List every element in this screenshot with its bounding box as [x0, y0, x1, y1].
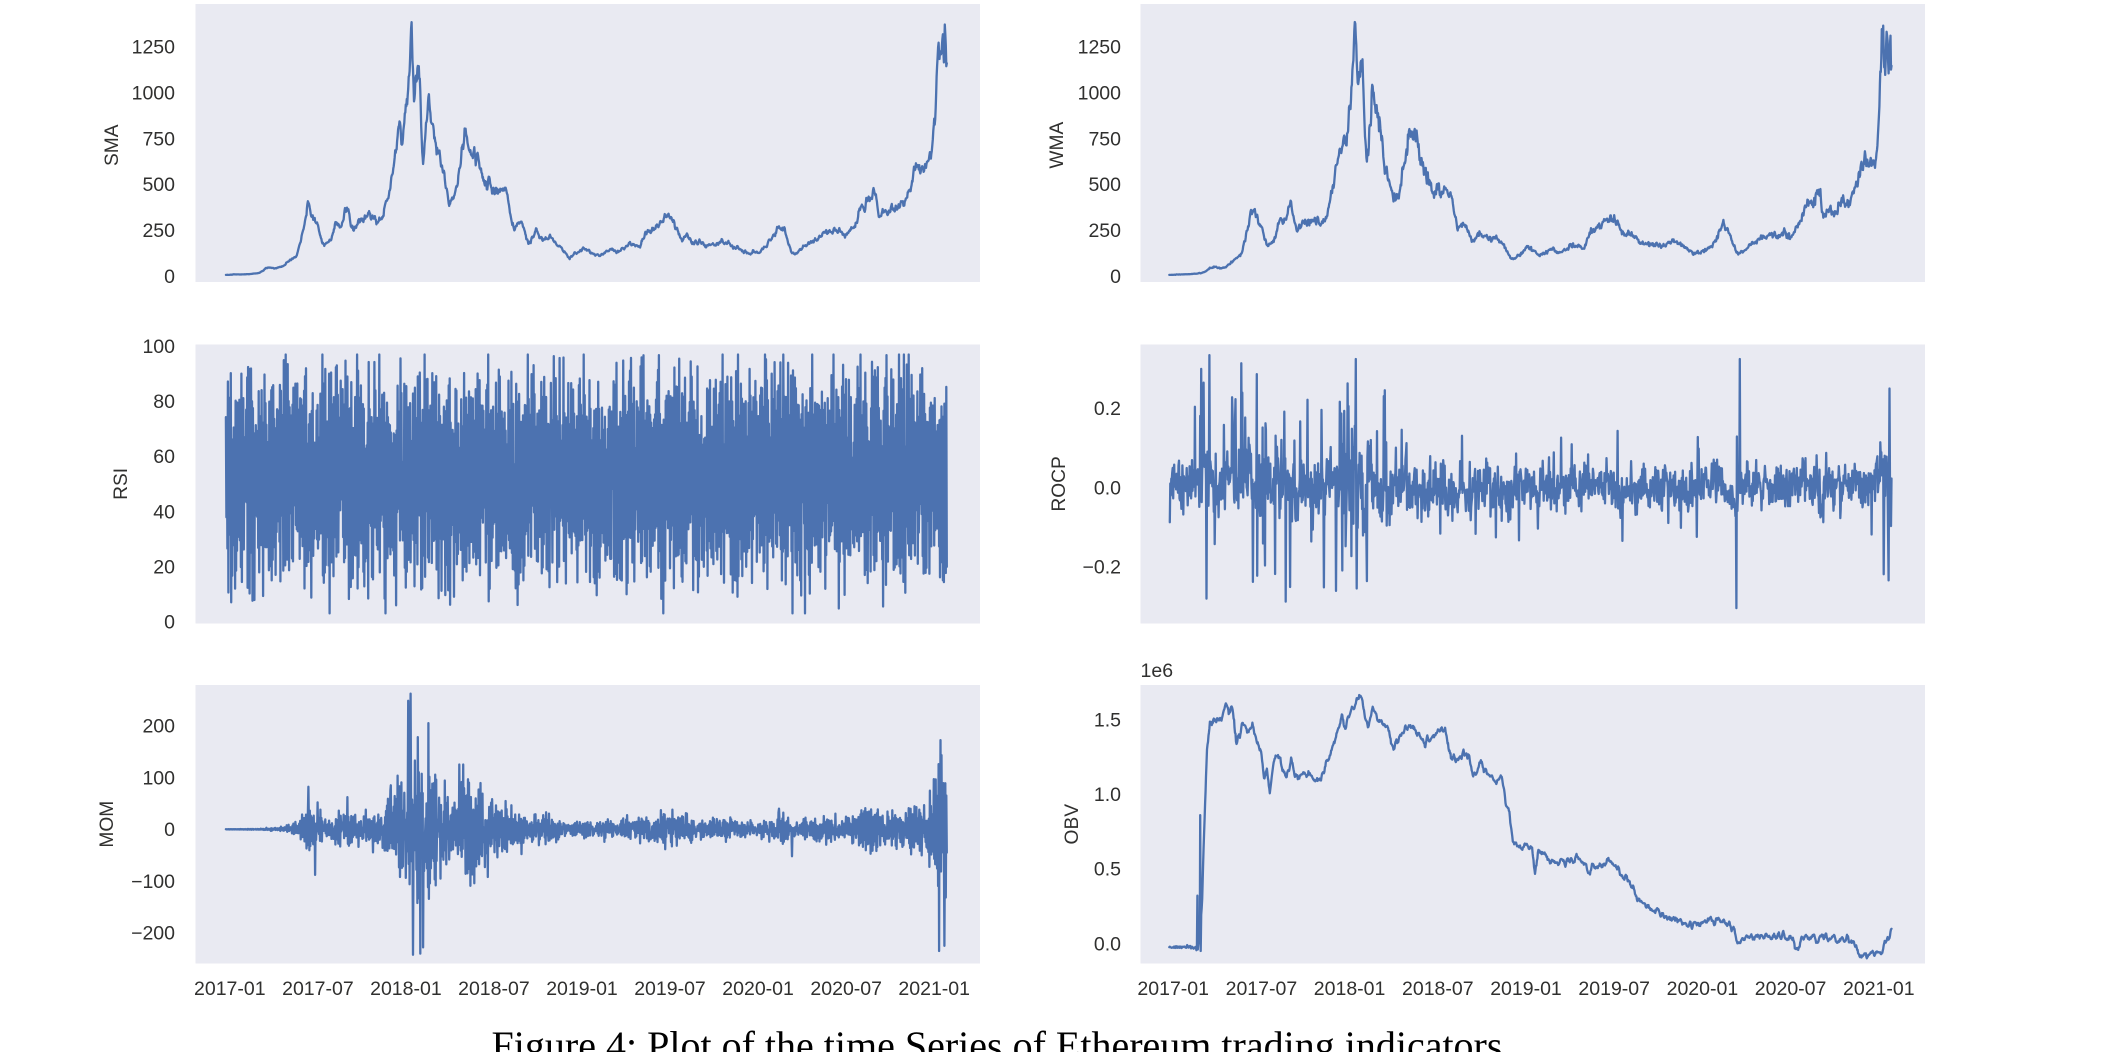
- svg-text:40: 40: [153, 501, 175, 523]
- svg-text:−200: −200: [131, 923, 175, 945]
- svg-text:0: 0: [164, 819, 175, 841]
- svg-text:1.5: 1.5: [1094, 709, 1121, 731]
- svg-text:1e6: 1e6: [1141, 660, 1174, 682]
- svg-text:2018-01: 2018-01: [370, 978, 442, 1000]
- svg-text:0.0: 0.0: [1094, 933, 1121, 955]
- svg-text:RSI: RSI: [111, 468, 132, 500]
- svg-text:2020-07: 2020-07: [810, 978, 882, 1000]
- svg-text:1250: 1250: [132, 37, 176, 59]
- svg-text:2021-01: 2021-01: [1843, 978, 1915, 1000]
- svg-text:80: 80: [153, 391, 175, 413]
- svg-text:2019-01: 2019-01: [1490, 978, 1562, 1000]
- svg-text:1.0: 1.0: [1094, 784, 1121, 806]
- svg-text:100: 100: [142, 767, 175, 789]
- svg-text:200: 200: [142, 716, 175, 738]
- svg-text:2018-07: 2018-07: [458, 978, 530, 1000]
- svg-text:2021-01: 2021-01: [898, 978, 970, 1000]
- svg-text:2017-07: 2017-07: [1226, 978, 1298, 1000]
- svg-text:250: 250: [142, 220, 175, 242]
- svg-text:750: 750: [142, 128, 175, 150]
- svg-text:250: 250: [1088, 220, 1121, 242]
- svg-text:2017-07: 2017-07: [282, 978, 354, 1000]
- svg-text:100: 100: [142, 336, 175, 358]
- svg-text:2018-01: 2018-01: [1314, 978, 1386, 1000]
- svg-text:0: 0: [164, 612, 175, 634]
- svg-text:2019-07: 2019-07: [634, 978, 706, 1000]
- svg-text:500: 500: [142, 174, 175, 196]
- svg-text:2018-07: 2018-07: [1402, 978, 1474, 1000]
- svg-text:500: 500: [1088, 174, 1121, 196]
- svg-text:0.5: 0.5: [1094, 859, 1121, 881]
- svg-text:OBV: OBV: [1062, 804, 1083, 845]
- svg-text:2019-01: 2019-01: [546, 978, 618, 1000]
- svg-text:60: 60: [153, 446, 175, 468]
- svg-text:ROCP: ROCP: [1049, 456, 1070, 511]
- svg-text:20: 20: [153, 556, 175, 578]
- svg-text:MOM: MOM: [97, 801, 118, 848]
- svg-text:1000: 1000: [132, 82, 176, 104]
- svg-text:1250: 1250: [1078, 37, 1122, 59]
- svg-text:0.2: 0.2: [1094, 398, 1121, 420]
- svg-text:750: 750: [1088, 128, 1121, 150]
- svg-text:0.0: 0.0: [1094, 477, 1121, 499]
- svg-text:2017-01: 2017-01: [194, 978, 266, 1000]
- svg-text:−100: −100: [131, 871, 175, 893]
- svg-text:2020-01: 2020-01: [722, 978, 794, 1000]
- svg-text:SMA: SMA: [102, 124, 123, 166]
- svg-text:−0.2: −0.2: [1083, 556, 1122, 578]
- svg-text:Figure 4: Plot of the time Ser: Figure 4: Plot of the time Series of Eth…: [492, 1023, 1513, 1052]
- svg-text:2020-01: 2020-01: [1667, 978, 1739, 1000]
- svg-text:0: 0: [1110, 266, 1121, 288]
- svg-text:1000: 1000: [1078, 82, 1122, 104]
- svg-text:2017-01: 2017-01: [1137, 978, 1209, 1000]
- svg-text:2019-07: 2019-07: [1578, 978, 1650, 1000]
- svg-text:WMA: WMA: [1047, 122, 1068, 169]
- svg-text:2020-07: 2020-07: [1755, 978, 1827, 1000]
- svg-text:0: 0: [164, 266, 175, 288]
